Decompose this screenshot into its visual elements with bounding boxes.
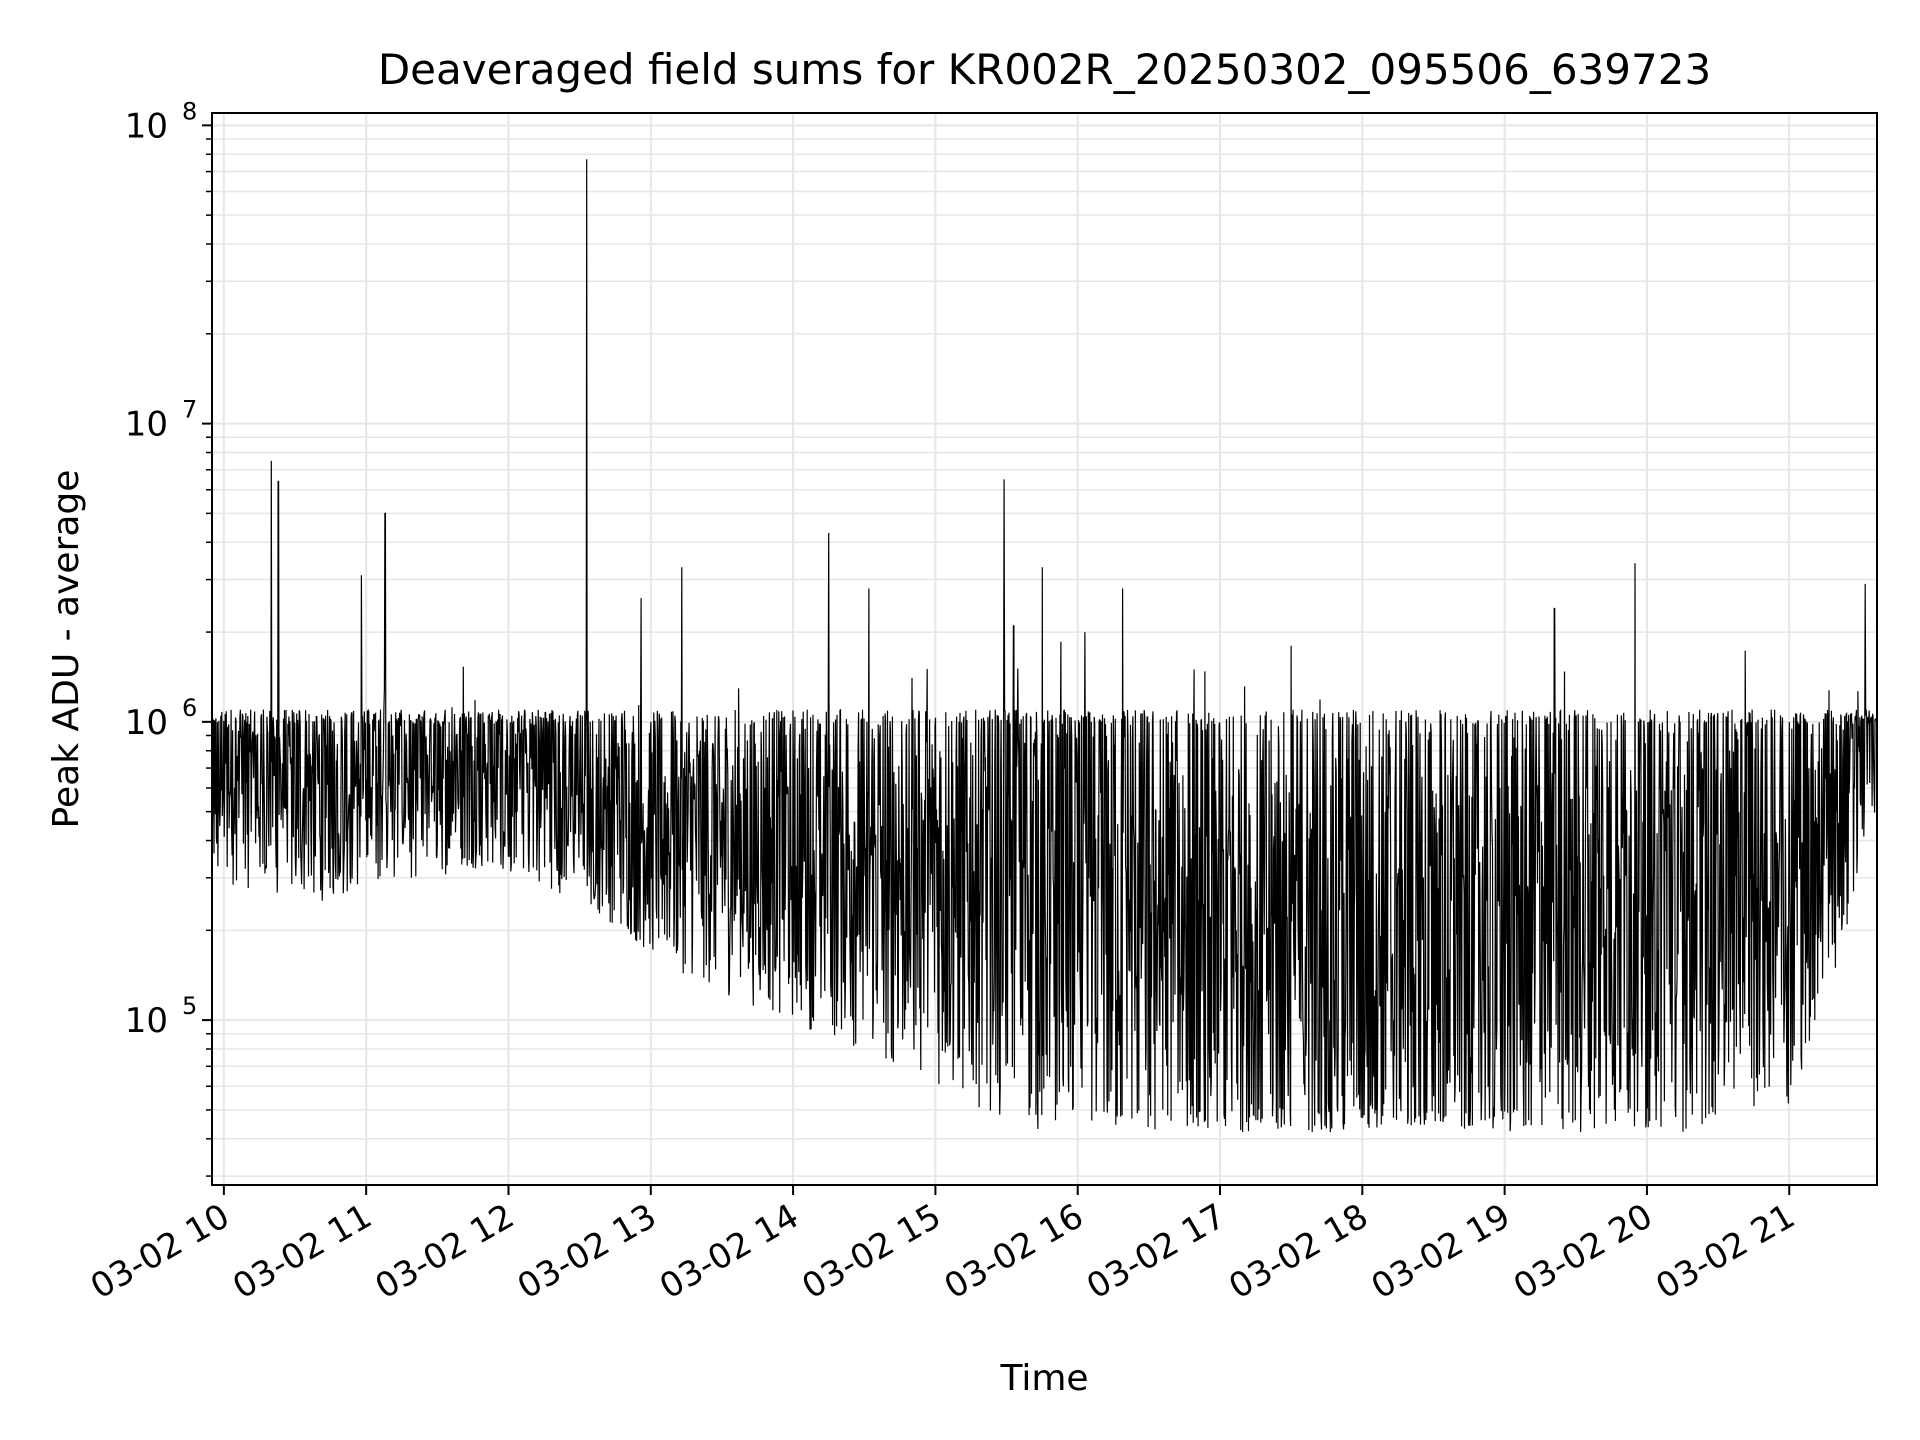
- y-tick-label: 10: [125, 1001, 168, 1041]
- series-line: [211, 159, 1878, 1133]
- y-tick-exponent: 8: [182, 97, 197, 125]
- plot-frame: [211, 112, 1878, 1186]
- y-tick-exponent: 6: [182, 694, 197, 722]
- y-tick-label: 10: [125, 703, 168, 743]
- y-tick-exponent: 7: [182, 396, 197, 424]
- chart-title: Deaveraged field sums for KR002R_2025030…: [378, 45, 1711, 94]
- y-tick-label: 10: [125, 106, 168, 146]
- y-tick-exponent: 5: [182, 992, 197, 1020]
- y-axis-label: Peak ADU - average: [46, 470, 87, 829]
- x-axis-label: Time: [999, 1358, 1088, 1399]
- data-series: [211, 159, 1878, 1133]
- y-tick-label: 10: [125, 405, 168, 445]
